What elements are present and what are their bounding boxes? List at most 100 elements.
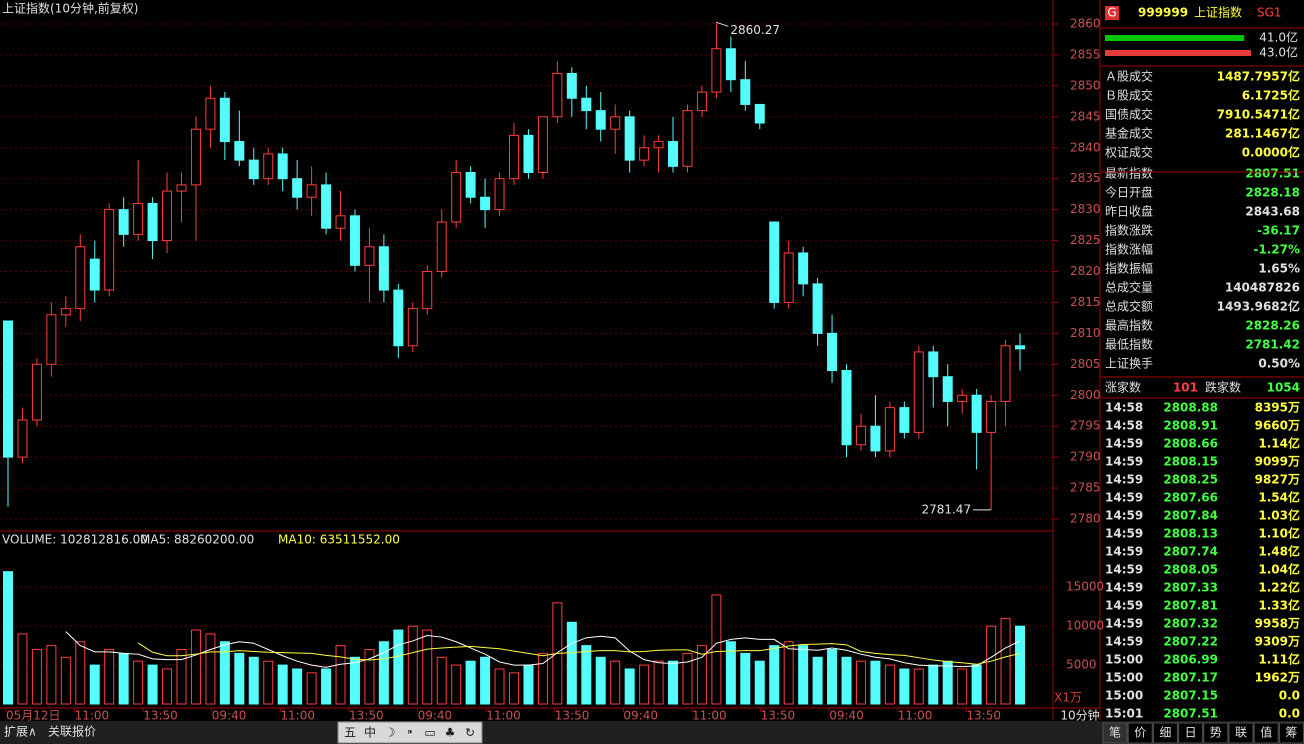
volume-bar (509, 672, 519, 705)
x-tick-label: 13:50 (349, 709, 384, 723)
trade-price: 2808.15 (1163, 455, 1218, 469)
stat-label: 最新指数 (1105, 166, 1153, 181)
volume-bar (884, 664, 895, 705)
toolbar-icon[interactable]: 中 (364, 725, 376, 740)
candle-body (190, 128, 201, 186)
trade-price: 2807.81 (1163, 599, 1218, 613)
trade-price: 2807.84 (1163, 509, 1218, 523)
toolbar-icon[interactable]: ⁍ (407, 726, 413, 740)
tab[interactable]: 联 (1235, 726, 1247, 740)
toolbar-icon[interactable]: ▭ (424, 726, 435, 740)
x-tick-label: 13:50 (555, 709, 590, 723)
tab-box[interactable] (1102, 722, 1128, 744)
y-tick-label: 2845 (1070, 109, 1101, 123)
candle-body (855, 425, 866, 446)
candle-body (118, 209, 129, 235)
trade-time: 14:59 (1105, 563, 1143, 577)
trade-price: 2807.66 (1163, 491, 1218, 505)
toolbar (0, 721, 1304, 744)
stat-value: 6.1725亿 (1242, 88, 1300, 103)
volume-bar (118, 652, 129, 705)
candle-body (75, 246, 86, 310)
tab-box[interactable] (1228, 722, 1254, 744)
toolbar-icon[interactable]: ↻ (465, 726, 475, 740)
tab-box[interactable] (1152, 722, 1178, 744)
trade-time: 14:59 (1105, 599, 1143, 613)
candle-body (422, 271, 433, 310)
trade-volume: 9958万 (1255, 617, 1300, 631)
candle-body (321, 184, 332, 229)
volume-bar (17, 633, 28, 705)
toolbar-button[interactable]: 扩展∧ (4, 725, 37, 739)
x-tick-label: 11:00 (75, 709, 110, 723)
tab[interactable]: 值 (1260, 725, 1272, 740)
tab-box[interactable] (1278, 722, 1304, 744)
volume-bar (205, 633, 216, 705)
candle-body (595, 110, 606, 130)
candle-body (986, 400, 997, 433)
volume-bar (841, 656, 852, 705)
trade-time: 15:00 (1105, 671, 1143, 685)
candle-body (378, 246, 389, 291)
trade-price: 2807.32 (1163, 617, 1218, 631)
toolbar-button[interactable]: 关联报价 (48, 724, 96, 739)
tab[interactable]: 势 (1210, 726, 1222, 740)
tab-box[interactable] (1178, 722, 1204, 744)
vol-unit: X1万 (1054, 691, 1082, 705)
breadth: 涨家数 (1105, 380, 1141, 395)
candle-body (566, 73, 577, 99)
toolbar-icon[interactable]: ☽ (385, 726, 396, 740)
pointer (716, 21, 729, 27)
tab-box[interactable] (1127, 722, 1153, 744)
volume-bar (422, 629, 433, 705)
volume-bar (3, 571, 13, 705)
stat-value: 2828.18 (1245, 186, 1300, 200)
volume-bar (46, 645, 57, 705)
stat-label: 指数涨幅 (1105, 242, 1153, 257)
stat-label: 今日开盘 (1105, 185, 1153, 200)
volume-bar (494, 668, 505, 705)
tab[interactable]: 细 (1159, 726, 1171, 740)
volume-bar (335, 645, 346, 705)
x-tick-label: 09:40 (418, 709, 453, 723)
volume-bar (162, 668, 173, 705)
volume-bar (147, 664, 158, 705)
tab-box[interactable] (1253, 722, 1279, 744)
candle-body (205, 97, 216, 130)
volume-bar (1000, 617, 1011, 705)
period[interactable]: 10分钟 (1060, 708, 1099, 723)
volume-bar (234, 652, 245, 705)
stat-label: 最高指数 (1105, 318, 1153, 333)
tab[interactable]: 笔 (1109, 725, 1121, 740)
candle-body (624, 116, 635, 161)
trade-time: 14:59 (1105, 545, 1143, 559)
x-tick-label: 09:40 (829, 709, 864, 723)
volume-bar (349, 656, 360, 705)
volume-bar (523, 664, 534, 705)
volume-header: VOLUME: 102812816.00 (2, 533, 148, 547)
tab[interactable]: 日 (1185, 726, 1197, 740)
candle-body (364, 246, 375, 266)
trade-volume: 1.48亿 (1258, 544, 1300, 559)
candle-body (899, 407, 910, 433)
candle-body (306, 184, 317, 198)
y-tick-label: 2830 (1070, 202, 1101, 216)
x-tick-label: 11:00 (898, 709, 933, 723)
candle-body (465, 172, 476, 198)
x-tick-label: 09:40 (212, 709, 247, 723)
toolbar-icon[interactable]: ♣ (445, 726, 456, 740)
volume-bar (610, 660, 621, 705)
trade-price: 2808.25 (1163, 473, 1218, 487)
tab-box[interactable] (1203, 722, 1229, 744)
candle-body (176, 184, 187, 192)
volume-bar (783, 641, 794, 705)
tab[interactable]: 筹 (1285, 726, 1297, 740)
x-tick-label: 11:00 (692, 709, 727, 723)
toolbar-icon[interactable]: 五 (344, 726, 356, 740)
candle-body (277, 153, 288, 180)
tab[interactable]: 价 (1134, 726, 1146, 740)
volume-bar (566, 621, 577, 705)
volume-bar (812, 656, 823, 705)
candle-body (769, 221, 780, 303)
